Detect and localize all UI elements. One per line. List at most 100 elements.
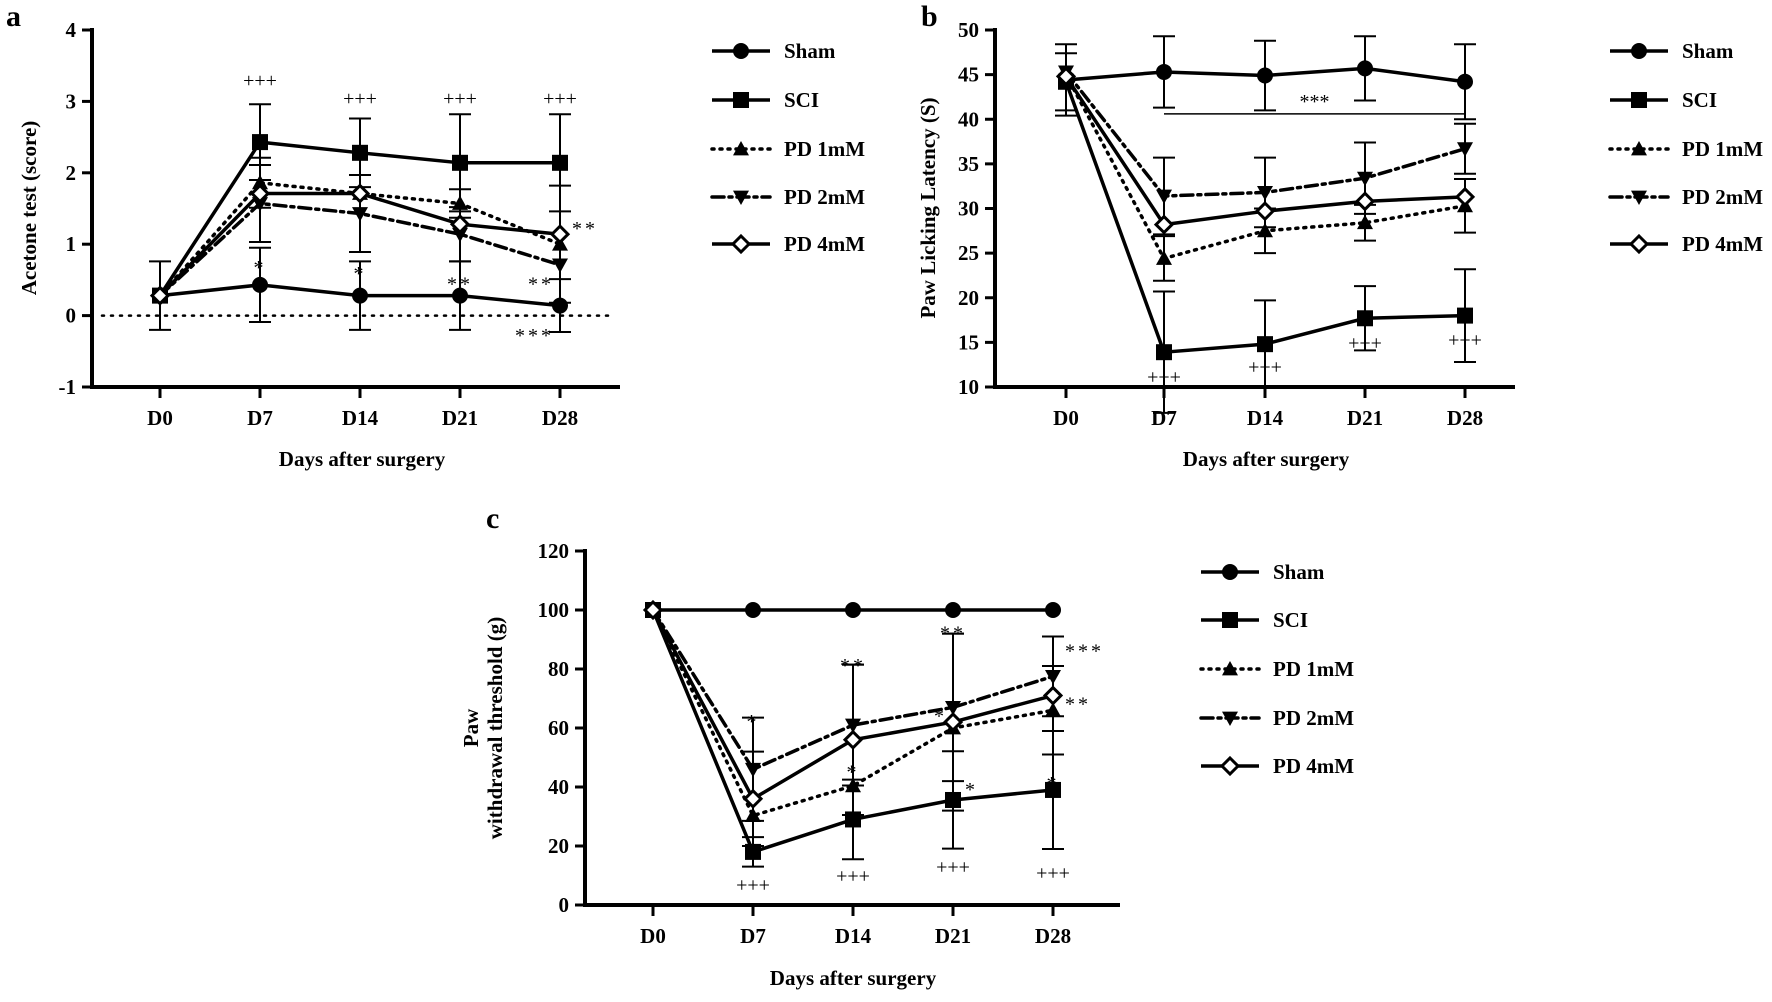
significance-label: ** (572, 218, 598, 240)
data-point (642, 599, 664, 621)
significance-label: +++ (736, 874, 770, 896)
series-pd-2mm (1058, 65, 1476, 236)
legend-item: SCI (1610, 88, 1717, 112)
y-tick-label: 40 (958, 107, 979, 131)
series-sham (149, 246, 571, 334)
y-axis-title: withdrawal threshold (g) (483, 617, 507, 839)
data-point (1257, 336, 1273, 353)
legend-label: Sham (1682, 39, 1734, 63)
data-point (745, 602, 761, 618)
x-axis-title: Days after surgery (1183, 447, 1350, 471)
significance-label: +++ (936, 857, 970, 879)
legend-marker (1631, 141, 1647, 156)
data-point (1045, 669, 1061, 685)
data-point (449, 214, 471, 235)
significance-label: +++ (1448, 330, 1482, 352)
y-tick-label: 100 (538, 598, 570, 622)
legend-marker (1222, 661, 1238, 676)
y-tick-label: -1 (59, 375, 77, 399)
data-point (742, 788, 764, 809)
significance-label: * (847, 761, 860, 783)
legend-label: PD 4mM (1273, 754, 1354, 778)
series-sham (645, 602, 1061, 618)
significance-label: +++ (343, 88, 377, 110)
y-tick-label: 1 (66, 232, 77, 256)
data-point (842, 729, 864, 750)
data-point (1454, 186, 1476, 208)
legend-item: PD 1mM (1608, 137, 1763, 161)
y-tick-label: 60 (548, 716, 569, 740)
data-point (352, 144, 368, 161)
data-point (1357, 60, 1373, 77)
data-point (945, 602, 961, 618)
x-axis-title: Days after surgery (770, 966, 937, 990)
significance-label: * (747, 711, 760, 733)
legend-marker (730, 233, 752, 255)
x-tick-label: D0 (147, 406, 173, 430)
legend-marker (733, 141, 749, 156)
panel-letter: b (921, 0, 938, 33)
y-tick-label: 25 (958, 241, 979, 265)
x-tick-label: D28 (1447, 406, 1483, 430)
legend-marker (1631, 92, 1647, 108)
panel-letter: c (486, 502, 499, 535)
x-tick-label: D28 (1035, 924, 1071, 948)
data-point (1354, 191, 1376, 212)
y-tick-label: 45 (958, 63, 979, 87)
significance-label: +++ (836, 866, 870, 888)
data-point (452, 154, 468, 171)
series-pd-4mm (1055, 66, 1476, 235)
data-point (1457, 73, 1473, 90)
x-axis-title: Days after surgery (279, 447, 446, 471)
legend-label: Sham (784, 39, 836, 63)
legend-marker (1222, 711, 1238, 726)
y-tick-label: 15 (958, 330, 979, 354)
significance-label: * (254, 257, 267, 279)
significance-label: +++ (243, 70, 277, 92)
significance-label: * (934, 705, 947, 727)
significance-label: +++ (543, 88, 577, 110)
y-axis-title: Paw (459, 708, 483, 747)
data-point (452, 227, 468, 243)
series-line (651, 608, 1055, 818)
data-point (252, 134, 268, 151)
x-tick-label: D14 (342, 406, 379, 430)
legend-item: PD 1mM (710, 137, 865, 161)
y-tick-label: 20 (548, 834, 569, 858)
data-point (1055, 66, 1077, 87)
data-point (1457, 307, 1473, 324)
y-tick-label: 4 (66, 18, 77, 42)
significance-label: *** (1065, 640, 1104, 662)
y-tick-label: 40 (548, 775, 569, 799)
legend-item: Sham (1610, 39, 1734, 63)
series-sci (1055, 52, 1476, 414)
data-point (149, 285, 171, 306)
y-tick-label: 120 (538, 539, 570, 563)
significance-label: +++ (443, 88, 477, 110)
series-sci (152, 103, 571, 304)
x-tick-label: D21 (442, 406, 478, 430)
data-point (1153, 214, 1175, 235)
y-tick-label: 50 (958, 18, 979, 42)
data-point (1357, 310, 1373, 327)
data-point (552, 258, 568, 273)
legend-item: PD 2mM (1199, 706, 1354, 730)
legend-label: SCI (1682, 88, 1717, 112)
legend-marker (1631, 190, 1647, 205)
data-point (349, 183, 371, 204)
data-point (1254, 201, 1276, 222)
significance-label: * (1047, 773, 1060, 795)
legend-marker (1628, 233, 1650, 255)
legend-label: SCI (784, 88, 819, 112)
data-point (1457, 142, 1473, 157)
significance-label: ** (447, 273, 473, 295)
series-line (651, 608, 1055, 772)
data-point (549, 224, 571, 245)
data-point (252, 197, 268, 212)
significance-label: ** (1065, 694, 1091, 716)
data-point (1357, 171, 1373, 187)
legend-item: PD 2mM (1608, 185, 1763, 209)
data-point (1156, 250, 1172, 265)
data-point (942, 711, 964, 733)
